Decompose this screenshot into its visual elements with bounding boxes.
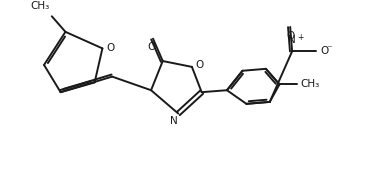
Text: O: O	[147, 42, 155, 52]
Text: N: N	[288, 36, 296, 45]
Text: +: +	[298, 33, 304, 42]
Text: CH₃: CH₃	[300, 79, 319, 89]
Text: N: N	[170, 116, 177, 125]
Text: ⁻: ⁻	[326, 44, 332, 54]
Text: CH₃: CH₃	[31, 1, 50, 11]
Text: O: O	[286, 31, 294, 41]
Text: O: O	[320, 46, 328, 56]
Text: O: O	[106, 43, 115, 53]
Text: O: O	[196, 60, 204, 70]
